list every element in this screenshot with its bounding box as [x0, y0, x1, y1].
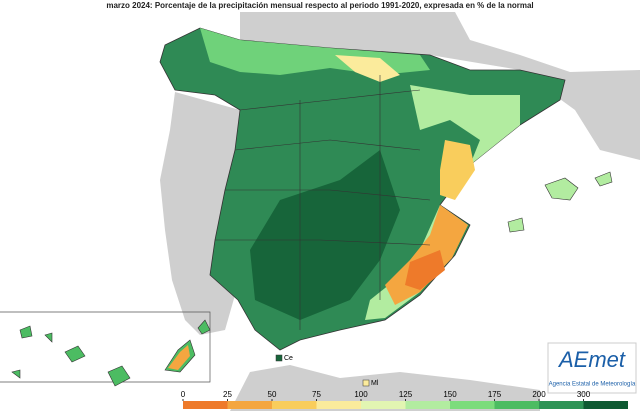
logo-name: AEmet: [557, 347, 626, 372]
legend-swatch: [183, 401, 228, 409]
logo-subtitle: Agencia Estatal de Meteorología: [549, 382, 636, 388]
fuerteventura-dry: [168, 345, 190, 370]
valencia-dry: [440, 140, 475, 200]
legend-tick-label: 125: [399, 390, 413, 399]
place-label: Ml: [371, 380, 379, 387]
legend-tick-label: 100: [354, 390, 368, 399]
balearics: [507, 171, 613, 233]
legend-tick-label: 0: [181, 390, 186, 399]
legend-tick-label: 300: [577, 390, 591, 399]
legend-swatch: [316, 401, 361, 409]
legend-swatch: [361, 401, 406, 409]
murcia-dry: [385, 205, 468, 305]
legend-swatch: [539, 401, 584, 409]
legend-tick-label: 150: [443, 390, 457, 399]
legend-swatch: [272, 401, 317, 409]
map-title: marzo 2024: Porcentaje de la precipitaci…: [106, 1, 533, 10]
legend: 0 25 50 75 100 125 150 175 200 300: [181, 390, 628, 409]
legend-swatch: [494, 401, 539, 409]
melilla-marker: [362, 379, 370, 387]
east-band: [365, 85, 520, 320]
legend-tick-label: 175: [488, 390, 502, 399]
ceuta-marker: [275, 354, 283, 362]
canary-inset: [0, 311, 211, 383]
legend-tick-label: 200: [532, 390, 546, 399]
legend-swatch: [405, 401, 450, 409]
place-label: Ce: [284, 355, 293, 362]
cantabria-dry: [335, 55, 400, 82]
murcia-very-dry: [405, 250, 445, 290]
portugal: [160, 92, 240, 335]
legend-swatch: [227, 401, 272, 409]
central-wet: [250, 150, 400, 320]
africa: [230, 365, 540, 411]
legend-tick-label: 25: [223, 390, 232, 399]
region-borders: [215, 75, 431, 330]
logo-box: [547, 342, 637, 394]
legend-swatch: [583, 401, 628, 409]
canary-islands: [11, 319, 211, 387]
legend-swatch: [450, 401, 495, 409]
legend-tick-label: 75: [312, 390, 321, 399]
legend-tick-label: 50: [268, 390, 277, 399]
